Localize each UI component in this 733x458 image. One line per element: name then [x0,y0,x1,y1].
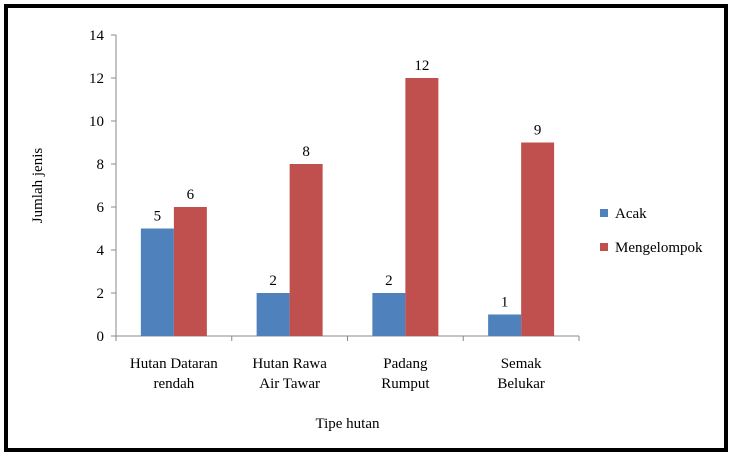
category-label: Hutan Dataran [130,356,218,372]
legend: Acak Mengelompok [600,206,703,256]
category-label: Rumput [381,376,430,392]
legend-swatch-mengelompok [600,243,608,251]
data-label: 6 [187,187,195,203]
y-ticks: 0 2 4 6 8 10 12 14 [89,28,116,345]
legend-swatch-acak [600,209,608,217]
y-tick-label: 0 [97,329,105,345]
y-tick-label: 8 [97,157,105,173]
data-label: 5 [154,209,162,225]
data-label: 12 [414,58,429,74]
bar-chart: 0 2 4 6 8 10 12 14 5 6 2 8 2 12 1 9 Hutan Dataran renda… [30,28,703,432]
bar-acak [256,293,290,336]
data-label: 8 [302,144,310,160]
y-tick-label: 4 [97,243,105,259]
bar-mengelompok [289,164,323,336]
legend-label-acak: Acak [615,206,647,222]
bars [140,78,555,336]
y-tick-label: 10 [89,114,104,130]
category-labels: Hutan Dataran rendah Hutan Rawa Air Tawar Pa… [115,336,580,392]
bar-acak [140,228,174,336]
category-label: Padang [383,356,428,372]
bar-acak [488,314,522,336]
y-tick-label: 6 [97,200,105,216]
category-label: Hutan Rawa [252,356,327,372]
data-label: 9 [534,123,542,139]
category-label: Air Tawar [259,376,320,392]
bar-mengelompok [173,207,207,336]
data-label: 1 [501,295,509,311]
data-label: 2 [385,273,393,289]
x-axis-title: Tipe hutan [315,416,380,432]
y-tick-label: 12 [89,71,104,87]
category-label: rendah [153,376,194,392]
y-axis-title: Jumlah jenis [30,148,46,224]
y-tick-label: 14 [89,28,105,44]
y-tick-label: 2 [97,286,105,302]
category-label: Semak [501,356,542,372]
data-label: 2 [269,273,277,289]
legend-label-mengelompok: Mengelompok [615,240,703,256]
data-labels: 5 6 2 8 2 12 1 9 [154,58,542,311]
bar-acak [372,293,406,336]
chart-frame: 0 2 4 6 8 10 12 14 5 6 2 8 2 12 1 9 Hutan Dataran renda… [4,4,728,452]
bar-mengelompok [521,142,555,336]
category-label: Belukar [497,376,544,392]
bar-mengelompok [405,78,439,336]
